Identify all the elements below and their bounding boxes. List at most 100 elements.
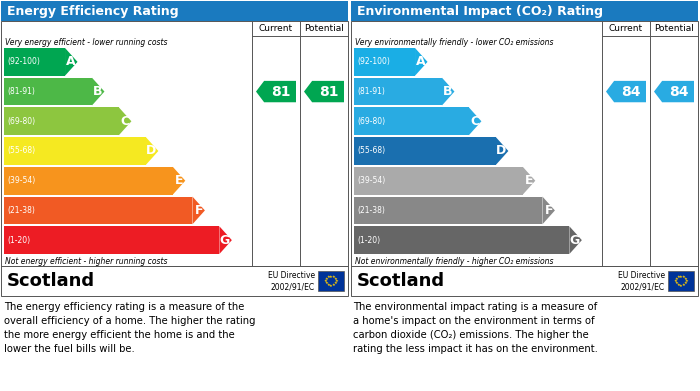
Text: 84: 84 (621, 84, 640, 99)
Text: ★: ★ (684, 277, 687, 281)
Text: The environmental impact rating is a measure of
a home's impact on the environme: The environmental impact rating is a mea… (353, 302, 598, 354)
Bar (4, 78, 92, 106)
Polygon shape (65, 48, 78, 76)
Bar (354, 48, 415, 76)
Polygon shape (415, 48, 428, 76)
Text: E: E (525, 174, 533, 187)
Text: ★: ★ (679, 283, 683, 287)
Text: C: C (120, 115, 130, 128)
Text: ★: ★ (682, 275, 685, 279)
Text: EU Directive
2002/91/EC: EU Directive 2002/91/EC (618, 271, 665, 291)
Text: 84: 84 (669, 84, 689, 99)
Text: ★: ★ (326, 283, 330, 287)
Text: Not energy efficient - higher running costs: Not energy efficient - higher running co… (5, 257, 167, 266)
Bar (4, 226, 219, 254)
Text: (39-54): (39-54) (7, 176, 35, 185)
Text: B: B (443, 85, 452, 98)
Text: ★: ★ (326, 275, 330, 279)
Bar (4, 108, 119, 135)
Polygon shape (569, 226, 582, 254)
Text: (55-68): (55-68) (7, 147, 35, 156)
Polygon shape (654, 81, 694, 102)
Text: ★: ★ (676, 283, 680, 287)
Text: (1-20): (1-20) (357, 236, 380, 245)
Text: 81: 81 (319, 84, 339, 99)
Text: ★: ★ (674, 277, 678, 281)
Text: F: F (195, 204, 203, 217)
Bar (4, 197, 192, 224)
Text: ★: ★ (674, 281, 678, 285)
Text: G: G (570, 234, 580, 247)
Bar (354, 78, 442, 106)
Text: D: D (146, 145, 156, 158)
Polygon shape (146, 137, 158, 165)
Text: (69-80): (69-80) (7, 117, 35, 126)
Bar (351, 21, 698, 266)
Text: Potential: Potential (304, 24, 344, 33)
Polygon shape (173, 167, 186, 195)
Polygon shape (606, 81, 646, 102)
Polygon shape (442, 78, 454, 106)
Text: (55-68): (55-68) (357, 147, 385, 156)
Text: Very environmentally friendly - lower CO₂ emissions: Very environmentally friendly - lower CO… (355, 38, 554, 47)
Text: D: D (496, 145, 506, 158)
Polygon shape (304, 81, 344, 102)
Text: A: A (66, 56, 76, 68)
Text: (39-54): (39-54) (357, 176, 385, 185)
Text: C: C (470, 115, 480, 128)
Text: Scotland: Scotland (7, 272, 95, 290)
Bar (354, 226, 569, 254)
Text: E: E (175, 174, 183, 187)
Text: EU Directive
2002/91/EC: EU Directive 2002/91/EC (268, 271, 315, 291)
Text: Current: Current (259, 24, 293, 33)
Text: ★: ★ (685, 279, 688, 283)
Text: ★: ★ (684, 281, 687, 285)
Text: (81-91): (81-91) (357, 87, 385, 96)
Bar (351, 266, 698, 296)
Text: ★: ★ (324, 277, 328, 281)
Text: ★: ★ (332, 275, 335, 279)
Text: Scotland: Scotland (357, 272, 445, 290)
Text: (92-100): (92-100) (357, 57, 390, 66)
Text: A: A (416, 56, 426, 68)
Text: (92-100): (92-100) (7, 57, 40, 66)
Text: (69-80): (69-80) (357, 117, 385, 126)
Polygon shape (219, 226, 232, 254)
Polygon shape (496, 137, 508, 165)
Text: ★: ★ (335, 279, 338, 283)
Text: ★: ★ (682, 283, 685, 287)
Bar (354, 167, 523, 195)
Bar (4, 48, 65, 76)
Text: 81: 81 (271, 84, 290, 99)
Bar (1, 21, 348, 266)
Text: Very energy efficient - lower running costs: Very energy efficient - lower running co… (5, 38, 167, 47)
Text: (81-91): (81-91) (7, 87, 35, 96)
Bar (354, 108, 469, 135)
Polygon shape (92, 78, 104, 106)
Text: ★: ★ (334, 277, 337, 281)
Bar (351, 1, 698, 21)
Text: F: F (545, 204, 553, 217)
Polygon shape (542, 197, 555, 224)
Polygon shape (523, 167, 536, 195)
Text: ★: ★ (676, 275, 680, 279)
Text: ★: ★ (334, 281, 337, 285)
Text: Environmental Impact (CO₂) Rating: Environmental Impact (CO₂) Rating (357, 5, 603, 18)
Text: ★: ★ (329, 274, 333, 278)
Text: Potential: Potential (654, 24, 694, 33)
Text: B: B (93, 85, 102, 98)
Text: The energy efficiency rating is a measure of the
overall efficiency of a home. T: The energy efficiency rating is a measur… (4, 302, 255, 354)
Bar (354, 197, 542, 224)
Text: ★: ★ (679, 274, 683, 278)
Polygon shape (193, 197, 205, 224)
Text: (1-20): (1-20) (7, 236, 30, 245)
Bar (1, 266, 348, 296)
Bar (668, 271, 694, 291)
Text: Not environmentally friendly - higher CO₂ emissions: Not environmentally friendly - higher CO… (355, 257, 554, 266)
Bar (4, 137, 146, 165)
Polygon shape (256, 81, 296, 102)
Text: ★: ★ (323, 279, 328, 283)
Text: ★: ★ (329, 283, 333, 287)
Polygon shape (469, 108, 482, 135)
Text: Current: Current (609, 24, 643, 33)
